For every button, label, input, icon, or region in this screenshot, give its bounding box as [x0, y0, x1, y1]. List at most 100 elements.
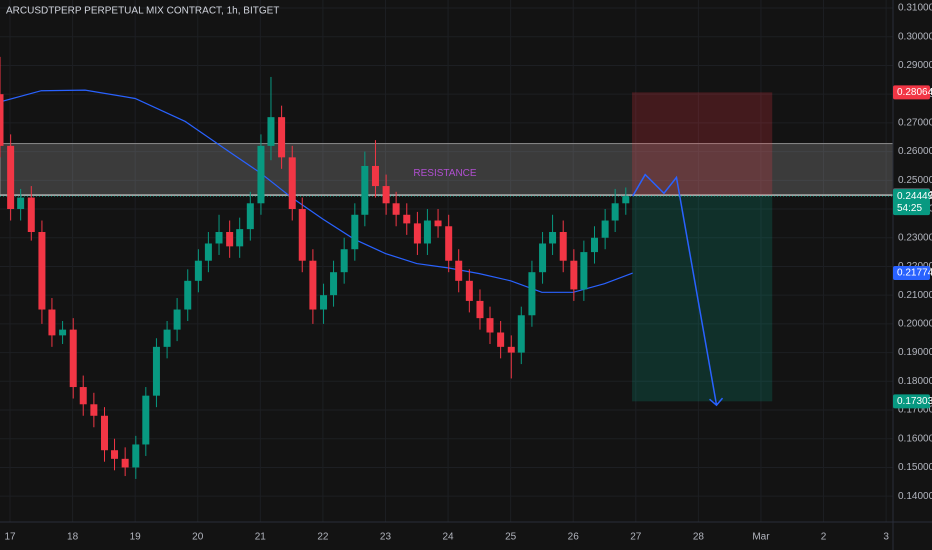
price-label: 0.21774 [897, 268, 932, 279]
x-tick-label: 24 [443, 532, 455, 543]
candle-body [246, 203, 254, 230]
candle-body [184, 280, 192, 310]
resistance-label: RESISTANCE [413, 168, 476, 179]
candle-body [17, 197, 25, 210]
projection-arrowhead [709, 397, 724, 407]
candle-body [590, 237, 598, 253]
candle-body [194, 260, 202, 281]
y-tick-label: 0.17000 [898, 405, 932, 416]
candle-body [79, 387, 87, 405]
y-tick-label: 0.14000 [898, 491, 932, 502]
candle-body [455, 260, 463, 281]
price-label: 0.17303 [897, 396, 932, 407]
y-tick-label: 0.31000 [898, 3, 932, 14]
x-tick-label: 18 [67, 532, 79, 543]
x-tick-label: 2 [821, 532, 827, 543]
x-tick-label: 21 [255, 532, 267, 543]
y-tick-label: 0.20000 [898, 319, 932, 330]
y-tick-label: 0.25000 [898, 175, 932, 186]
candle-body [226, 232, 234, 247]
candle-body [528, 272, 536, 316]
candle-body [7, 145, 15, 210]
candle-body [101, 415, 109, 451]
candle-body [121, 458, 129, 468]
y-tick-label: 0.23000 [898, 232, 932, 243]
candle-body [445, 226, 453, 261]
candle-body [382, 186, 390, 204]
x-tick-label: 27 [630, 532, 642, 543]
candle-body [142, 395, 150, 445]
candle-body [361, 165, 369, 215]
x-tick-label: 23 [380, 532, 392, 543]
target-zone [632, 195, 773, 402]
x-tick-label: 20 [192, 532, 204, 543]
candle-body [611, 203, 619, 221]
plot: RESISTANCE [0, 56, 894, 479]
y-tick-label: 0.29000 [898, 60, 932, 71]
candle-body [278, 117, 286, 158]
y-tick-label: 0.15000 [898, 462, 932, 473]
candle-body [622, 196, 630, 204]
x-tick-label: 22 [317, 532, 329, 543]
candle-body [173, 309, 181, 330]
candle-body [152, 346, 160, 396]
candle-body [330, 272, 338, 296]
candle-body [371, 165, 379, 187]
y-tick-label: 0.21000 [898, 290, 932, 301]
price-label: 0.24449 [897, 191, 932, 202]
stop-zone [632, 92, 773, 196]
candle-body [0, 94, 4, 146]
x-tick-label: 28 [693, 532, 705, 543]
candle-body [601, 220, 609, 238]
candle-body [340, 249, 348, 273]
y-tick-label: 0.16000 [898, 433, 932, 444]
candle-body [215, 232, 223, 244]
candle-body [267, 117, 275, 146]
price-label-box [893, 85, 930, 100]
candle-body [309, 260, 317, 310]
candle-body [465, 280, 473, 301]
candle-body [497, 332, 505, 347]
candle-body [132, 444, 140, 468]
price-label: 0.28064 [897, 87, 932, 98]
candle-body [320, 295, 328, 310]
candle-body [580, 252, 588, 290]
y-tick-label: 0.19000 [898, 347, 932, 358]
candle-body [392, 203, 400, 215]
price-label-box [893, 265, 930, 280]
x-tick-label: 25 [505, 532, 517, 543]
candle-body [351, 214, 359, 250]
candle-body [38, 232, 46, 310]
price-label-box [893, 394, 930, 409]
y-tick-label: 0.30000 [898, 31, 932, 42]
candle-body [298, 209, 306, 261]
countdown: 54:25 [897, 203, 922, 214]
x-tick-label: 3 [883, 532, 889, 543]
candle-body [90, 404, 98, 416]
x-tick-label: 26 [568, 532, 580, 543]
candle-body [403, 214, 411, 224]
y-tick-label: 0.18000 [898, 376, 932, 387]
x-tick-label: 19 [130, 532, 142, 543]
y-tick-label: 0.27000 [898, 118, 932, 129]
candle-body [163, 329, 171, 347]
resistance-zone [0, 143, 894, 196]
candle-body [507, 346, 515, 353]
projection-path [632, 173, 718, 406]
candle-body [559, 232, 567, 261]
candle-body [517, 315, 525, 353]
candle-body [288, 157, 296, 210]
candle-body [423, 220, 431, 244]
candle-body [413, 223, 421, 244]
candle-body [434, 220, 442, 227]
candle-body [539, 243, 547, 273]
candle-body [69, 329, 77, 388]
candle-body [486, 318, 494, 333]
candle-body [59, 329, 67, 336]
candle-body [111, 450, 119, 459]
y-tick-label: 0.26000 [898, 146, 932, 157]
candle-body [27, 197, 35, 232]
